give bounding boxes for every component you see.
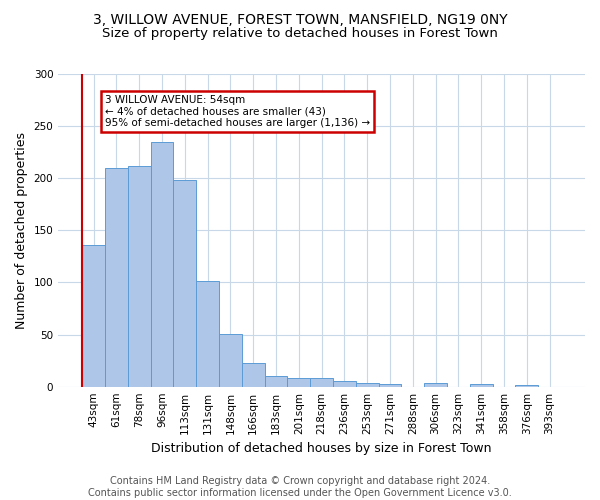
Bar: [128, 166, 151, 386]
Text: 3, WILLOW AVENUE, FOREST TOWN, MANSFIELD, NG19 0NY: 3, WILLOW AVENUE, FOREST TOWN, MANSFIELD…: [92, 12, 508, 26]
Y-axis label: Number of detached properties: Number of detached properties: [15, 132, 28, 329]
Bar: [151, 142, 173, 386]
Text: Size of property relative to detached houses in Forest Town: Size of property relative to detached ho…: [102, 28, 498, 40]
Bar: [196, 282, 219, 387]
Text: Contains HM Land Registry data © Crown copyright and database right 2024.
Contai: Contains HM Land Registry data © Crown c…: [88, 476, 512, 498]
Bar: [82, 245, 105, 386]
Bar: [333, 382, 356, 386]
Bar: [310, 378, 333, 386]
Bar: [379, 384, 401, 386]
Bar: [470, 384, 493, 386]
Bar: [356, 382, 379, 386]
Bar: [242, 362, 265, 386]
X-axis label: Distribution of detached houses by size in Forest Town: Distribution of detached houses by size …: [151, 442, 492, 455]
Text: 3 WILLOW AVENUE: 54sqm
← 4% of detached houses are smaller (43)
95% of semi-deta: 3 WILLOW AVENUE: 54sqm ← 4% of detached …: [105, 95, 370, 128]
Bar: [265, 376, 287, 386]
Bar: [105, 168, 128, 386]
Bar: [515, 384, 538, 386]
Bar: [287, 378, 310, 386]
Bar: [173, 180, 196, 386]
Bar: [219, 334, 242, 386]
Bar: [424, 382, 447, 386]
